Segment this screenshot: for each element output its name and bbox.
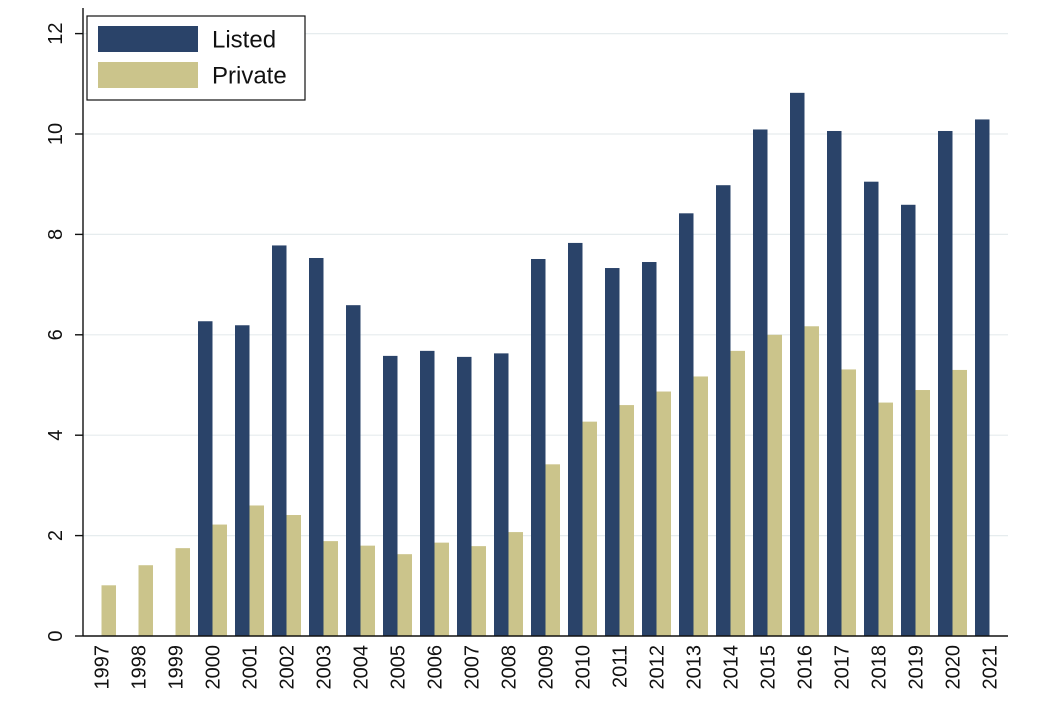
bar-listed-2003 — [309, 257, 324, 636]
legend-swatch-private — [98, 62, 198, 88]
bar-listed-2012 — [642, 262, 657, 636]
x-tick-label: 2011 — [610, 645, 632, 688]
x-tick-label: 2005 — [388, 645, 410, 690]
bar-private-2016 — [804, 326, 819, 636]
x-tick-label: 2019 — [906, 645, 928, 690]
bar-private-2000 — [212, 524, 227, 636]
x-tick-label: 2008 — [499, 645, 521, 690]
y-axis-ticks: 0 2 4 6 8 10 12 — [45, 22, 83, 642]
bar-listed-2011 — [605, 268, 620, 636]
x-tick-label: 2010 — [573, 645, 595, 690]
x-tick-label: 2000 — [203, 645, 225, 690]
x-tick-label: 2018 — [869, 645, 891, 690]
x-tick-label: 1998 — [129, 645, 151, 690]
x-tick-label: 2001 — [240, 645, 262, 690]
bar-private-1999 — [175, 548, 190, 636]
bar-listed-2019 — [901, 204, 916, 637]
bar-listed-2015 — [753, 129, 768, 636]
x-axis-ticks: 1997 1998 1999 2000 2001 2002 2003 2004 2005 2006… — [92, 645, 1002, 690]
x-tick-label: 2013 — [684, 645, 706, 690]
bar-private-2013 — [693, 376, 708, 636]
legend-swatch-listed — [98, 26, 198, 52]
bar-private-1997 — [101, 585, 116, 636]
bar-listed-2001 — [235, 325, 250, 636]
bar-listed-2016 — [790, 92, 805, 636]
bar-private-2010 — [582, 421, 597, 636]
bar-listed-2004 — [346, 305, 361, 636]
bar-listed-2006 — [420, 350, 435, 636]
x-tick-label: 2003 — [314, 645, 336, 690]
x-tick-label: 2004 — [351, 645, 373, 690]
x-tick-label: 2015 — [758, 645, 780, 690]
bar-listed-2021 — [975, 119, 990, 636]
bar-listed-2010 — [568, 242, 583, 636]
x-tick-label: 2017 — [832, 645, 854, 690]
bar-private-2003 — [323, 541, 338, 636]
x-tick-label: 2006 — [425, 645, 447, 690]
bar-private-2019 — [915, 390, 930, 636]
y-tick-label: 8 — [45, 229, 67, 240]
bar-private-2007 — [471, 546, 486, 636]
x-tick-label: 2002 — [277, 645, 299, 690]
legend-label-listed: Listed — [212, 26, 276, 53]
bar-listed-2008 — [494, 353, 509, 636]
bar-private-2017 — [841, 369, 856, 636]
bar-private-2004 — [360, 545, 375, 636]
legend-label-private: Private — [212, 62, 287, 89]
bar-private-2009 — [545, 464, 560, 636]
bar-private-1998 — [138, 565, 153, 636]
bar-private-2008 — [508, 532, 523, 636]
bar-private-2014 — [730, 350, 745, 636]
x-tick-label: 1997 — [92, 645, 114, 690]
bar-listed-2017 — [827, 130, 842, 636]
axes — [82, 8, 1008, 637]
x-tick-label: 2007 — [462, 645, 484, 690]
x-tick-label: 2020 — [943, 645, 965, 690]
x-tick-label: 2014 — [721, 645, 743, 690]
bars — [101, 92, 990, 637]
legend: Listed Private — [86, 15, 306, 101]
bar-private-2001 — [249, 505, 264, 636]
bar-listed-2007 — [457, 356, 472, 636]
y-tick-label: 10 — [45, 123, 67, 145]
bar-private-2012 — [656, 391, 671, 636]
bar-private-2020 — [952, 369, 967, 636]
bar-listed-2013 — [679, 213, 694, 637]
x-tick-label: 2021 — [980, 645, 1002, 690]
y-tick-label: 12 — [45, 22, 67, 44]
bar-listed-2014 — [716, 185, 731, 637]
y-tick-label: 6 — [45, 329, 67, 340]
y-tick-label: 0 — [45, 630, 67, 641]
bar-listed-2020 — [938, 130, 953, 636]
y-tick-label: 2 — [45, 530, 67, 541]
bar-listed-2005 — [383, 355, 398, 636]
x-tick-label: 1999 — [166, 645, 188, 690]
bar-private-2005 — [397, 554, 412, 636]
bar-listed-2009 — [531, 258, 546, 636]
bar-listed-2018 — [864, 181, 879, 636]
x-tick-label: 2016 — [795, 645, 817, 690]
bar-listed-2000 — [198, 321, 213, 636]
y-tick-label: 4 — [45, 430, 67, 441]
x-tick-label: 2009 — [536, 645, 558, 690]
bar-private-2006 — [434, 542, 449, 636]
bar-listed-2002 — [272, 245, 287, 636]
x-tick-label: 2012 — [647, 645, 669, 690]
bar-private-2002 — [286, 515, 301, 636]
bar-private-2011 — [619, 405, 634, 636]
bar-private-2015 — [767, 334, 782, 636]
bar-private-2018 — [878, 402, 893, 636]
